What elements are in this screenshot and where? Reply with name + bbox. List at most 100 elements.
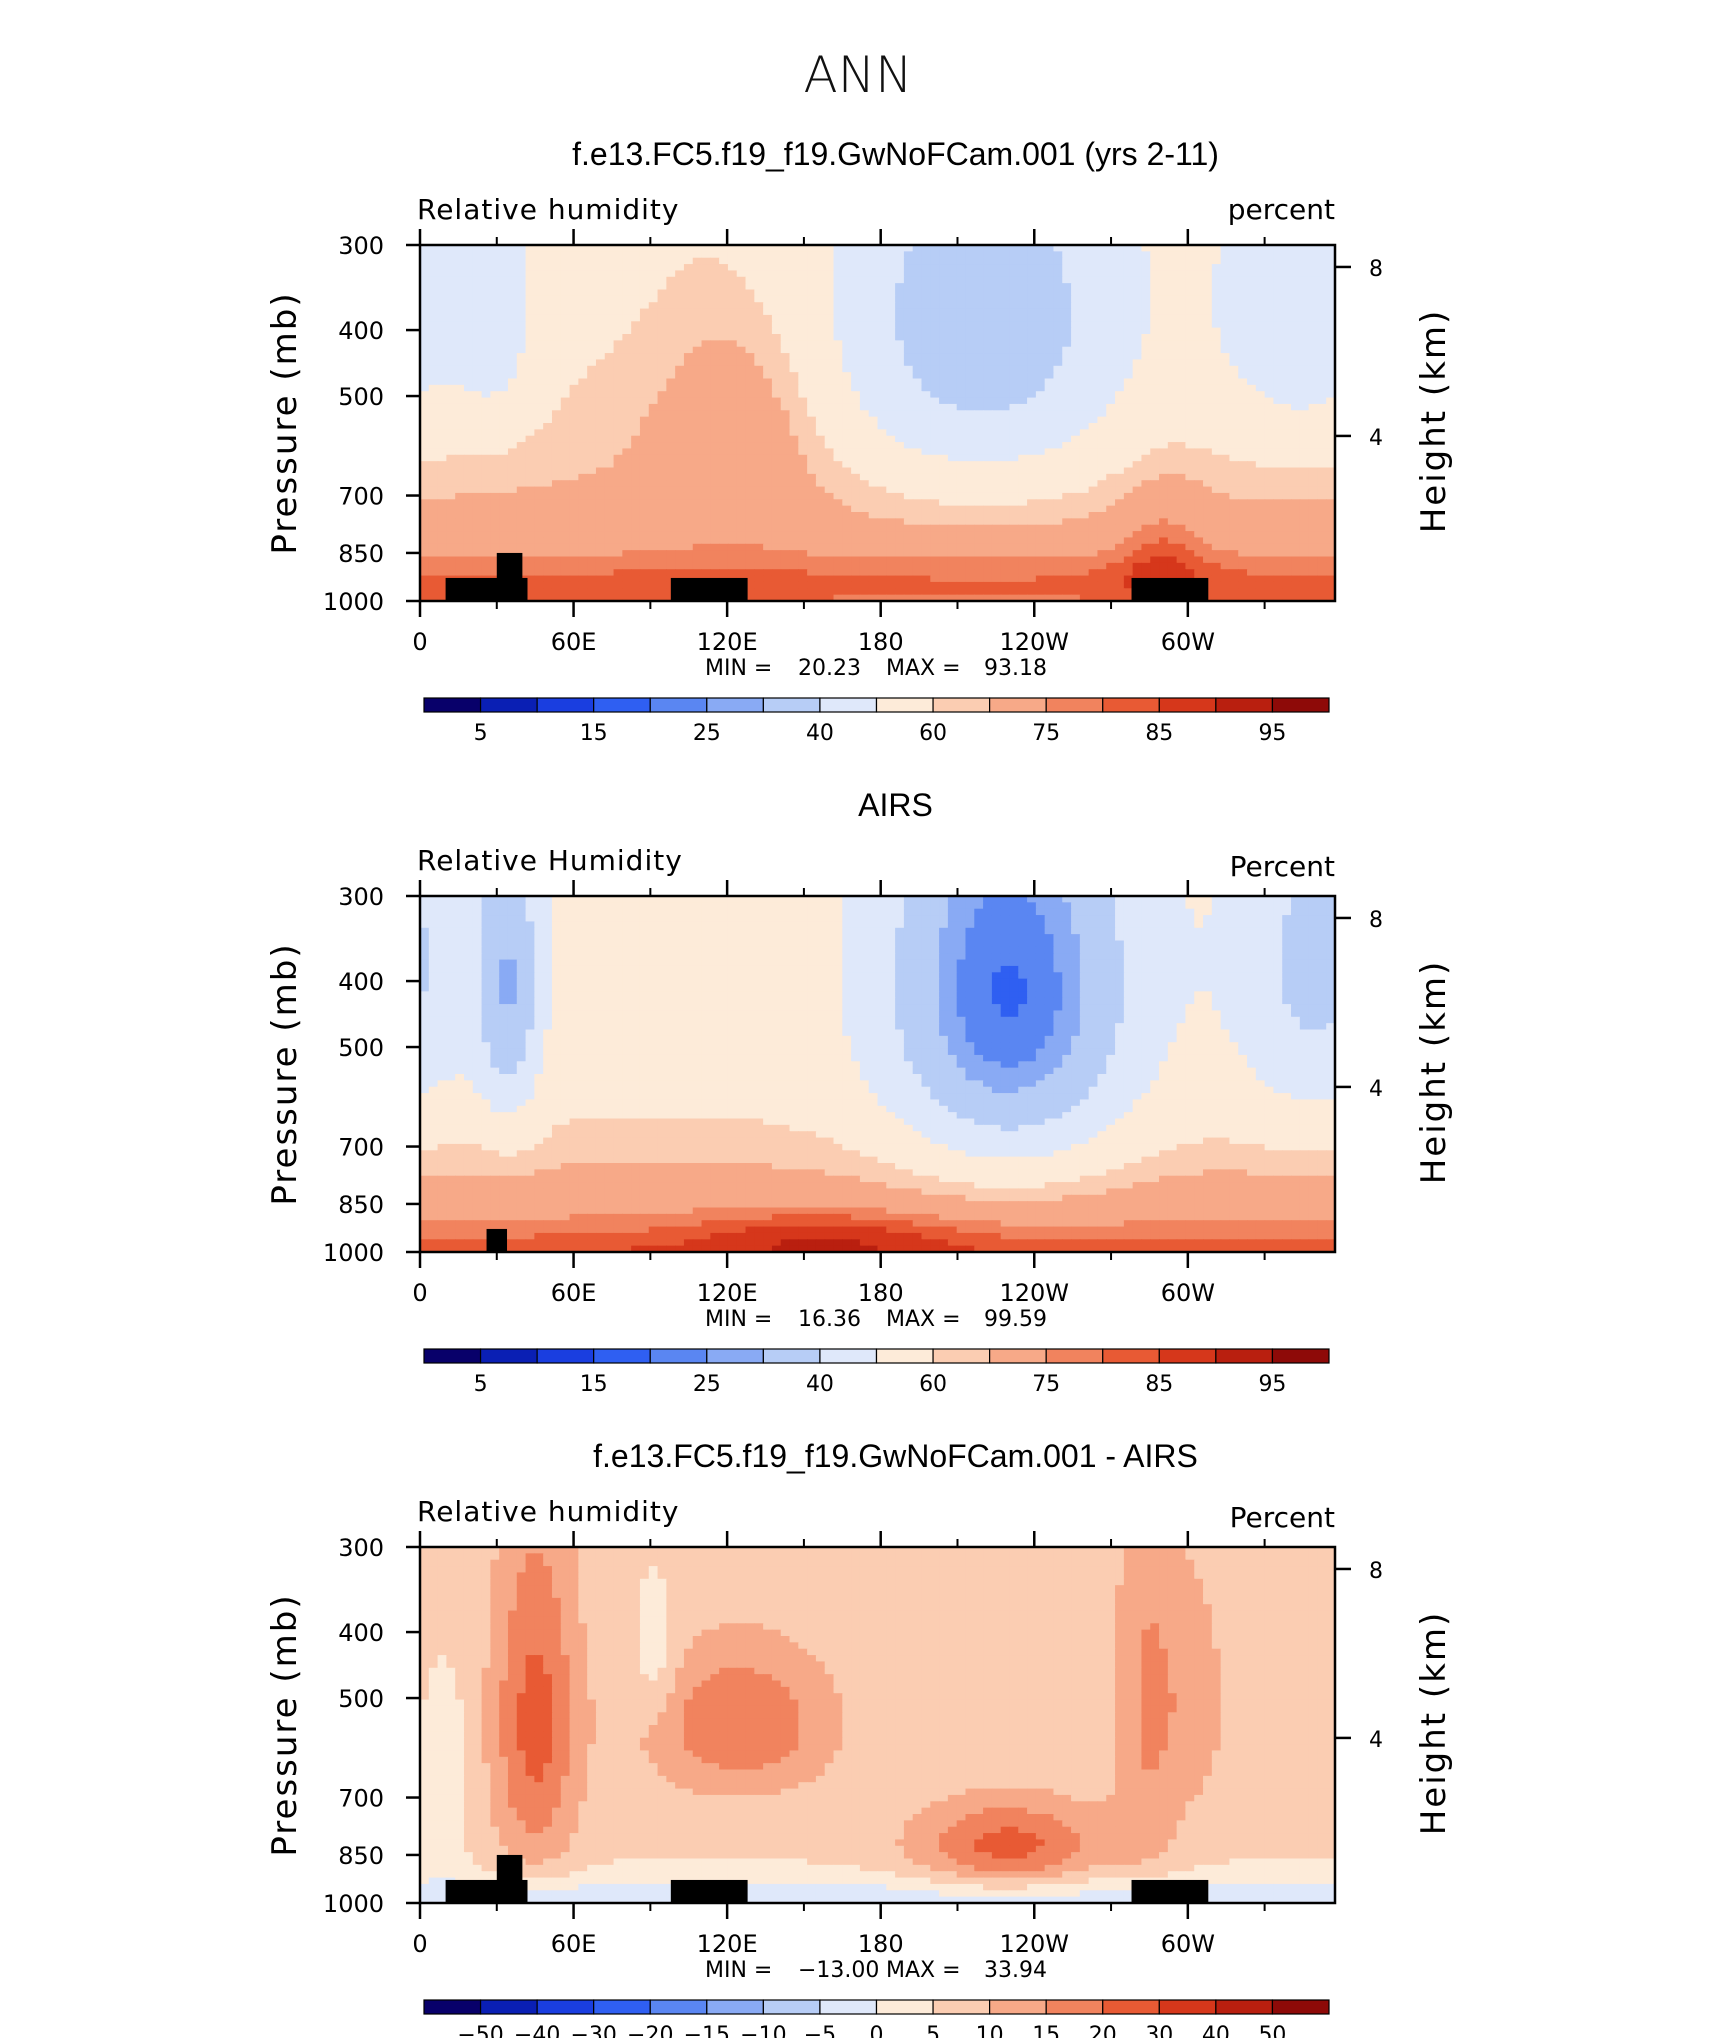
field-cell [1255,308,1266,316]
field-cell [851,251,861,259]
field-cell [613,397,623,405]
field-cell [1027,251,1037,259]
field-cell [604,454,615,462]
field-cell [1229,257,1239,265]
field-cell [1141,276,1151,284]
field-cell [710,245,720,252]
field-cell [1326,435,1336,443]
field-cell [736,302,747,310]
field-cell [1317,270,1327,278]
field-cell [868,397,879,405]
field-cell [798,397,808,405]
field-cell [437,543,447,551]
field-cell [807,391,817,399]
field-cell [1255,384,1266,392]
field-cell [683,276,694,284]
field-cell [1176,378,1187,386]
field-cell [446,435,456,443]
field-cell [1071,416,1081,424]
field-cell [1185,302,1195,310]
field-cell [692,289,703,297]
field-cell [956,512,967,519]
field-cell [815,270,826,278]
field-cell [745,276,755,284]
field-cell [1291,442,1301,450]
field-cell [1317,435,1327,443]
field-cell [437,537,447,545]
field-cell [789,321,799,329]
field-cell [824,524,835,532]
field-cell [507,378,518,386]
field-cell [886,365,896,373]
field-cell [463,403,474,411]
field-cell [1167,518,1178,526]
field-cell [516,531,527,539]
field-cell [789,410,799,418]
field-cell [481,480,491,488]
field-cell [1238,543,1248,551]
field-cell [631,410,641,418]
field-cell [842,416,852,424]
field-cell [763,346,773,354]
field-cell [666,378,676,386]
field-cell [1035,442,1046,450]
field-cell [754,531,764,539]
field-cell [648,480,659,488]
field-cell [930,270,940,278]
field-cell [1106,416,1116,424]
field-cell [727,378,738,386]
field-cell [631,289,641,297]
field-cell [851,480,861,488]
field-cell [1255,353,1266,361]
field-cell [1299,416,1310,424]
field-cell [842,289,852,297]
field-cell [692,353,703,361]
field-cell [763,423,773,430]
field-cell [1176,283,1187,291]
field-cell [613,283,623,291]
field-cell [991,467,1002,475]
field-cell [1264,372,1275,380]
field-cell [1000,334,1011,341]
field-cell [534,384,544,392]
field-cell [1282,295,1292,303]
field-cell [798,359,808,367]
field-cell [859,308,870,316]
field-cell [1247,435,1257,443]
field-cell [807,264,817,272]
field-cell [516,410,527,418]
field-cell [1308,403,1319,411]
field-cell [604,473,615,481]
field-cell [1009,289,1019,297]
field-cell [1238,461,1248,469]
field-cell [930,403,940,411]
field-cell [1308,276,1319,284]
field-cell [939,524,949,532]
field-cell [727,423,738,430]
field-cell [842,537,852,545]
field-cell [1159,448,1169,456]
field-cell [833,518,843,526]
field-cell [1238,264,1248,272]
field-cell [815,314,826,322]
field-cell [490,321,500,329]
field-cell [807,403,817,411]
field-cell [1282,543,1292,551]
field-cell [604,289,615,297]
field-cell [587,321,597,329]
field-cell [472,257,483,265]
field-cell [921,289,931,297]
field-cell [499,518,509,526]
field-cell [833,346,843,354]
field-cell [745,454,755,462]
field-cell [1159,429,1169,437]
field-cell [1000,473,1011,481]
field-cell [956,531,967,539]
field-cell [525,384,535,392]
field-cell [1018,314,1028,322]
field-cell [1229,365,1239,373]
field-cell [1123,365,1134,373]
field-cell [1211,486,1222,494]
field-cell [1299,264,1310,272]
field-cell [1211,245,1222,252]
